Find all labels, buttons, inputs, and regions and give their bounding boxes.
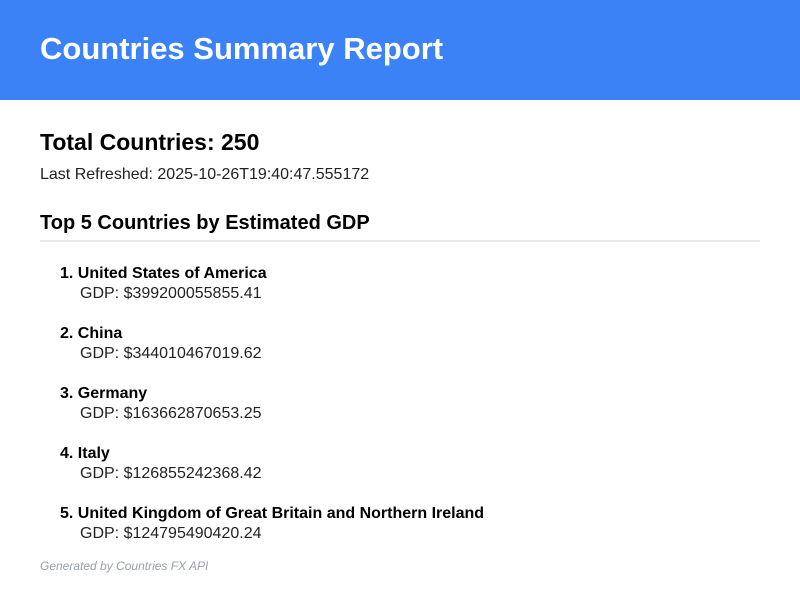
report-header: Countries Summary Report (0, 0, 800, 100)
top-countries-list: 1. United States of America GDP: $399200… (60, 264, 760, 564)
country-name: United Kingdom of Great Britain and Nort… (77, 505, 485, 522)
last-refreshed-text: Last Refreshed: 2025-10-26T19:40:47.5551… (40, 166, 370, 183)
country-name-line: 1. United States of America (60, 264, 760, 284)
country-gdp: GDP: $124795490420.24 (80, 525, 262, 542)
country-rank: 1. (60, 265, 74, 282)
country-name-line: 5. United Kingdom of Great Britain and N… (60, 504, 760, 524)
country-rank: 4. (60, 445, 74, 462)
country-gdp: GDP: $126855242368.42 (80, 465, 262, 482)
country-name-line: 3. Germany (60, 384, 760, 404)
section-divider (40, 240, 760, 242)
country-gdp: GDP: $399200055855.41 (80, 285, 262, 302)
country-name: Germany (77, 385, 148, 402)
country-rank: 2. (60, 325, 74, 342)
country-name: United States of America (77, 265, 267, 282)
list-item: 3. Germany GDP: $163662870653.25 (60, 384, 760, 444)
list-item: 2. China GDP: $344010467019.62 (60, 324, 760, 384)
country-name-line: 2. China (60, 324, 760, 344)
country-rank: 5. (60, 505, 74, 522)
country-name: Italy (77, 445, 110, 462)
country-name: China (77, 325, 123, 342)
list-item: 1. United States of America GDP: $399200… (60, 264, 760, 324)
country-gdp: GDP: $344010467019.62 (80, 345, 262, 362)
report-title: Countries Summary Report (40, 31, 444, 66)
footer-note: Generated by Countries FX API (40, 559, 209, 573)
list-item: 5. United Kingdom of Great Britain and N… (60, 504, 760, 564)
top-countries-section-title: Top 5 Countries by Estimated GDP (40, 212, 370, 234)
list-item: 4. Italy GDP: $126855242368.42 (60, 444, 760, 504)
country-rank: 3. (60, 385, 74, 402)
total-countries-heading: Total Countries: 250 (40, 129, 260, 155)
country-name-line: 4. Italy (60, 444, 760, 464)
country-gdp: GDP: $163662870653.25 (80, 405, 262, 422)
